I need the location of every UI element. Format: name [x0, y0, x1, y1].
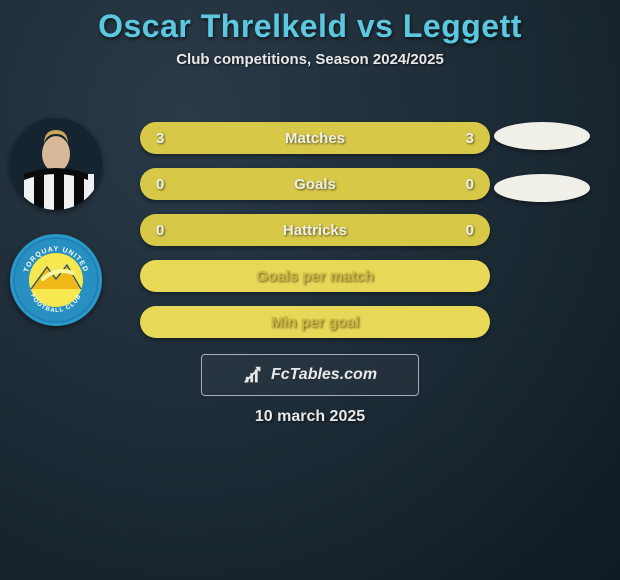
- club-crest-icon: TORQUAY UNITED FOOTBALL CLUB: [13, 237, 99, 323]
- stat-left-value: 0: [156, 222, 164, 239]
- stat-label: Goals: [294, 176, 336, 193]
- stat-ellipse: [494, 122, 590, 150]
- player-photo-icon: [10, 118, 102, 210]
- stat-right-value: 0: [466, 222, 474, 239]
- watermark-text: FcTables.com: [271, 366, 377, 384]
- stat-label: Matches: [285, 130, 345, 147]
- stat-left-value: 3: [156, 130, 164, 147]
- watermark: FcTables.com: [201, 354, 419, 396]
- stat-row: 0 Goals 0: [140, 168, 490, 200]
- stat-row: 3 Matches 3: [140, 122, 490, 154]
- club-crest: TORQUAY UNITED FOOTBALL CLUB: [10, 234, 102, 326]
- player-avatar: [10, 118, 102, 210]
- stat-row: Min per goal: [140, 306, 490, 338]
- bar-chart-icon: [243, 364, 265, 386]
- stat-right-value: 3: [466, 130, 474, 147]
- stat-row: Goals per match: [140, 260, 490, 292]
- subtitle: Club competitions, Season 2024/2025: [0, 51, 620, 68]
- stat-label: Hattricks: [283, 222, 347, 239]
- stat-right-value: 0: [466, 176, 474, 193]
- stat-label: Goals per match: [256, 268, 374, 285]
- avatar-stack: TORQUAY UNITED FOOTBALL CLUB: [10, 118, 102, 326]
- stat-left-value: 0: [156, 176, 164, 193]
- stat-ellipse: [494, 174, 590, 202]
- page-title: Oscar Threlkeld vs Leggett: [0, 8, 620, 45]
- stat-label: Min per goal: [271, 314, 359, 331]
- stat-row: 0 Hattricks 0: [140, 214, 490, 246]
- date-label: 10 march 2025: [255, 408, 365, 426]
- ellipse-stack: [494, 122, 590, 202]
- stats-table: 3 Matches 3 0 Goals 0 0 Hattricks 0 Goals per mat…: [140, 122, 490, 338]
